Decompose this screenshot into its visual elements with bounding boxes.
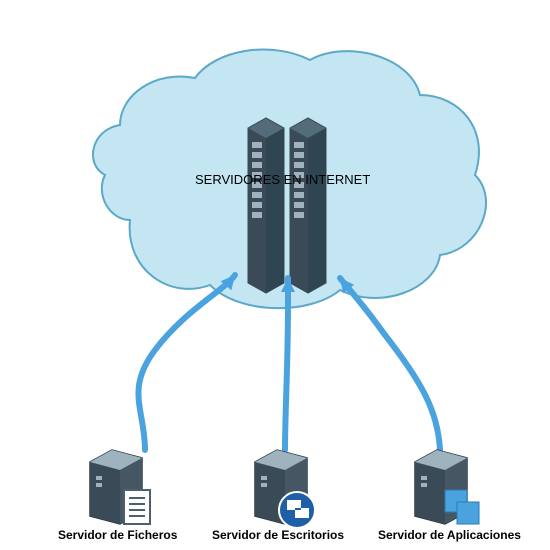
diagram-canvas xyxy=(0,0,550,550)
server-icon-2 xyxy=(415,450,479,524)
server-label-1: Servidor de Escritorios xyxy=(212,528,344,542)
document-icon xyxy=(124,490,150,524)
server-label-0: Servidor de Ficheros xyxy=(58,528,177,542)
arrows-group xyxy=(138,271,440,450)
arrow-line-2 xyxy=(340,278,440,450)
server-icon-1 xyxy=(255,450,315,528)
desktops-icon xyxy=(279,492,315,528)
arrow-line-0 xyxy=(138,275,235,450)
servers-group xyxy=(90,450,479,528)
cloud-title: SERVIDORES EN INTERNET xyxy=(195,172,370,187)
server-label-2: Servidor de Aplicaciones xyxy=(378,528,521,542)
server-icon-0 xyxy=(90,450,150,524)
arrow-line-1 xyxy=(285,278,288,450)
